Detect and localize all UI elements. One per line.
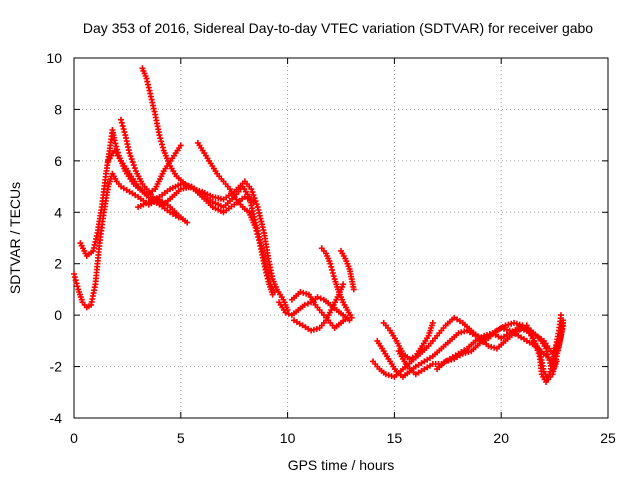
- series-arc-early-low: [71, 170, 191, 311]
- series-arc-late-6: [523, 312, 564, 385]
- y-tick-label: 6: [54, 153, 62, 169]
- data-marker-path: [338, 247, 357, 293]
- data-marker-path: [71, 170, 191, 311]
- data-marker-path: [288, 289, 351, 331]
- y-tick-label: -4: [50, 410, 63, 426]
- x-axis-label: GPS time / hours: [288, 457, 395, 473]
- series-arc-drop-3: [338, 247, 357, 293]
- data-marker-path: [523, 312, 564, 385]
- data-marker-path: [291, 281, 347, 334]
- series-arc-mid-3: [194, 139, 276, 298]
- x-tick-label: 25: [600, 430, 616, 446]
- y-axis-label: SDTVAR / TECUs: [7, 182, 23, 294]
- y-tick-label: 4: [54, 204, 62, 220]
- x-tick-label: 10: [280, 430, 296, 446]
- grid-lines: [74, 58, 608, 418]
- x-tick-label: 20: [493, 430, 509, 446]
- y-tick-label: 10: [46, 50, 62, 66]
- y-tick-labels: -4 -2 0 2 4 6 8 10: [46, 50, 62, 426]
- y-tick-label: 8: [54, 101, 62, 117]
- data-marker-path: [105, 142, 184, 198]
- data-marker-path: [380, 319, 436, 362]
- data-points: [71, 65, 567, 385]
- series-arc-late-3: [380, 319, 436, 362]
- x-tick-labels: 0 5 10 15 20 25: [70, 430, 616, 446]
- series-arc-drop-4: [288, 289, 351, 331]
- series-arc-drop-5: [291, 281, 347, 334]
- data-marker-path: [135, 181, 257, 216]
- y-tick-label: -2: [50, 359, 63, 375]
- x-tick-label: 15: [387, 430, 403, 446]
- x-tick-label: 5: [177, 430, 185, 446]
- series-arc-mid-4: [135, 181, 257, 216]
- plot-area-frame: [73, 57, 609, 419]
- chart-title: Day 353 of 2016, Sidereal Day-to-day VTE…: [83, 20, 593, 36]
- series-arc-mid-2: [105, 142, 184, 198]
- y-tick-label: 2: [54, 256, 62, 272]
- x-tick-label: 0: [70, 430, 78, 446]
- axis-ticks: [73, 57, 609, 419]
- series-arc-peak: [139, 65, 291, 313]
- data-marker-path: [139, 65, 291, 313]
- y-tick-label: 0: [54, 307, 62, 323]
- data-marker-path: [194, 139, 276, 298]
